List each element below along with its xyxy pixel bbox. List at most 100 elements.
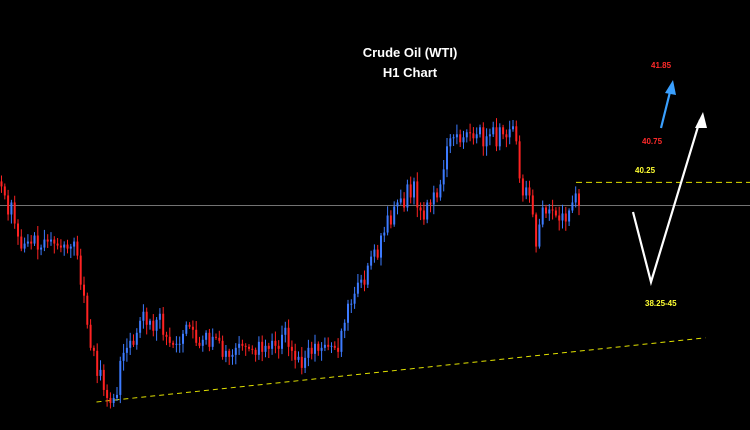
candle-body <box>228 350 231 357</box>
support-trendline <box>96 337 706 403</box>
target-arrowhead <box>665 80 676 95</box>
candle-body <box>307 347 310 358</box>
candle-body <box>386 215 389 233</box>
candle <box>59 239 62 253</box>
candle <box>350 299 353 314</box>
candle-body <box>330 345 333 347</box>
candle <box>469 123 472 142</box>
candle-body <box>558 215 561 221</box>
candle-body <box>211 336 214 347</box>
candle <box>152 314 155 337</box>
candle <box>244 343 247 356</box>
candle <box>56 237 59 250</box>
candle-body <box>257 341 260 355</box>
candle <box>432 185 435 215</box>
candle <box>69 243 72 259</box>
candle-body <box>396 202 399 207</box>
candle <box>356 274 359 298</box>
candle-body <box>531 195 534 215</box>
candle-body <box>215 336 217 338</box>
candle <box>83 276 85 303</box>
candle <box>248 344 250 352</box>
candle-body <box>571 202 574 211</box>
candle <box>274 331 277 354</box>
target-label-41-85: 41.85 <box>651 61 672 70</box>
candle <box>162 307 165 341</box>
candle <box>353 286 356 309</box>
candle-body <box>419 207 422 211</box>
candle <box>363 270 366 292</box>
candle <box>396 199 399 215</box>
candle <box>479 124 481 138</box>
candle <box>63 241 66 256</box>
candle-body <box>36 235 39 250</box>
candle-body <box>347 303 349 323</box>
candle-body <box>393 206 396 225</box>
forecast-drawings <box>631 80 707 287</box>
candle-body <box>413 181 415 198</box>
candle-body <box>238 343 241 348</box>
candle-body <box>446 146 448 170</box>
candle <box>125 338 128 362</box>
candle <box>571 195 574 213</box>
candle <box>406 179 409 212</box>
candle <box>413 177 415 205</box>
candle <box>446 137 448 178</box>
candle-body <box>475 134 478 139</box>
candle <box>257 336 260 360</box>
candle-body <box>422 210 425 220</box>
candle-body <box>498 127 501 147</box>
candle <box>505 129 508 148</box>
candle <box>310 341 313 360</box>
candle <box>76 235 79 260</box>
candle <box>535 212 538 253</box>
candle-body <box>139 320 142 333</box>
candle-body <box>102 369 105 390</box>
candle <box>86 292 89 329</box>
candle <box>172 340 175 349</box>
candle-body <box>373 249 376 257</box>
candle <box>7 189 10 221</box>
candle <box>472 127 475 145</box>
candle <box>498 123 501 151</box>
candle <box>182 329 184 353</box>
candle <box>380 233 382 266</box>
candle-body <box>122 352 125 361</box>
candle <box>518 135 521 183</box>
candle <box>221 335 224 360</box>
candle-body <box>323 344 326 348</box>
candle <box>267 342 270 359</box>
candle <box>525 180 528 200</box>
candle-body <box>63 244 66 248</box>
candle-body <box>521 178 524 196</box>
candle-body <box>363 279 366 285</box>
forecast-arrowhead <box>695 112 707 128</box>
candle-body <box>152 320 155 331</box>
candle-body <box>205 332 208 340</box>
candle <box>455 124 458 145</box>
candle <box>327 337 330 351</box>
candle-body <box>135 332 138 345</box>
candle-body <box>132 340 135 345</box>
candle-body <box>191 326 194 330</box>
candle <box>185 321 188 337</box>
candle-body <box>515 126 518 142</box>
candle <box>40 244 43 256</box>
candle-body <box>99 369 102 376</box>
candle <box>92 345 95 357</box>
candle-body <box>155 319 158 331</box>
candle <box>416 172 419 218</box>
candle <box>158 308 161 329</box>
candle-body <box>472 133 475 139</box>
candle-body <box>10 202 13 215</box>
candle-body <box>172 342 175 345</box>
candle <box>541 200 544 228</box>
candle-body <box>261 341 264 352</box>
candle-body <box>195 329 198 343</box>
candle-body <box>290 346 293 351</box>
candle <box>320 342 323 361</box>
candle-body <box>73 241 76 247</box>
candle <box>548 204 551 221</box>
candle <box>508 120 511 145</box>
candle-body <box>248 346 250 349</box>
